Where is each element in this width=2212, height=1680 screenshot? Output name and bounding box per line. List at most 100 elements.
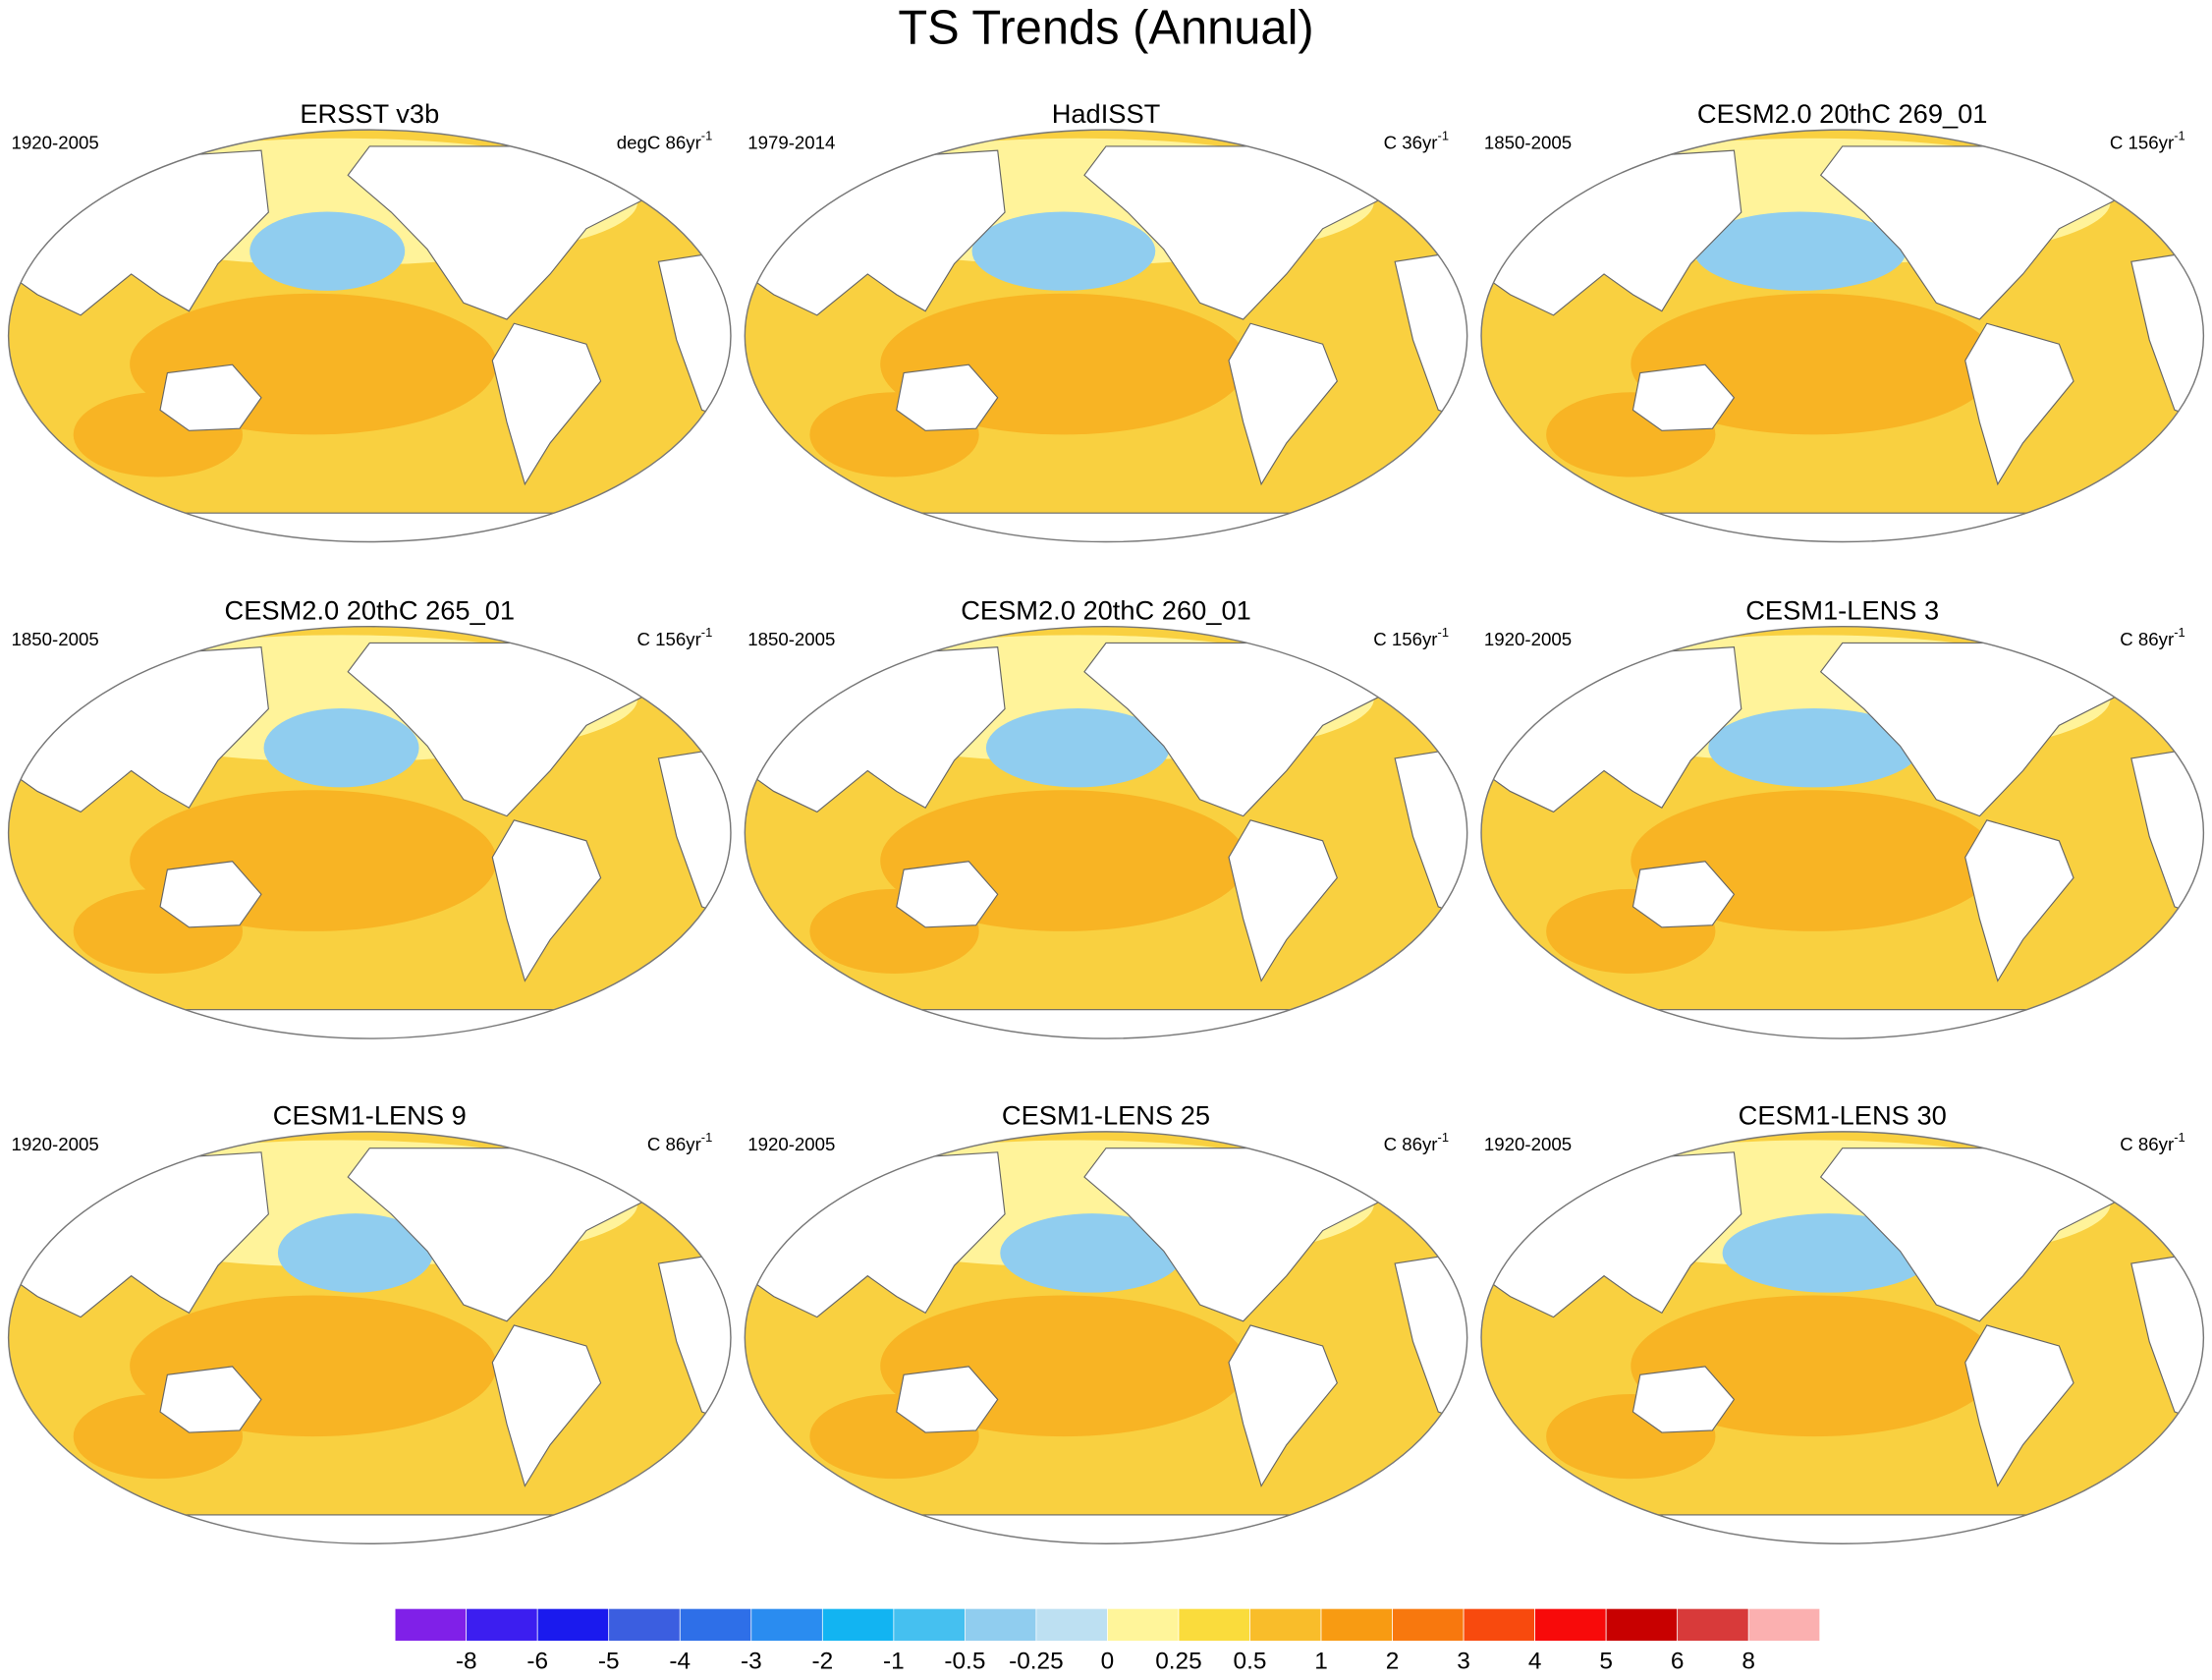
colorbar-box xyxy=(821,1607,895,1642)
period-label: 1920-2005 xyxy=(1484,629,1572,649)
panel-title: CESM1-LENS 9 xyxy=(273,1100,467,1131)
exponent: -1 xyxy=(2174,129,2184,143)
units: C 86yr xyxy=(1384,1134,1438,1154)
period-label: 1850-2005 xyxy=(1484,132,1572,152)
exponent: -1 xyxy=(2174,1130,2184,1145)
colorbar-box xyxy=(1320,1607,1393,1642)
land xyxy=(1631,1366,1736,1433)
period-label: 1850-2005 xyxy=(747,629,835,649)
colorbar-label: -8 xyxy=(456,1648,477,1674)
colorbar-box xyxy=(750,1607,823,1642)
period-label: 1920-2005 xyxy=(1484,1134,1572,1154)
land xyxy=(1228,1324,1338,1487)
units: C 36yr xyxy=(1384,132,1438,152)
land xyxy=(745,1514,1467,1544)
map-panel xyxy=(1481,130,2204,542)
colorbar-box xyxy=(466,1607,538,1642)
colorbar-box xyxy=(1534,1607,1607,1642)
map-border xyxy=(1480,129,2205,543)
land xyxy=(491,819,602,982)
colorbar-label: 1 xyxy=(1314,1648,1328,1674)
colorbar-label: -2 xyxy=(811,1648,833,1674)
colorbar-label: -3 xyxy=(741,1648,762,1674)
land xyxy=(1964,819,2074,982)
land xyxy=(1631,364,1736,431)
panel-title: CESM1-LENS 25 xyxy=(1002,1100,1210,1131)
land xyxy=(1631,861,1736,928)
colorbar-box xyxy=(1747,1607,1821,1642)
land xyxy=(1228,322,1338,486)
units-label: C 86yr-1 xyxy=(1384,1130,1449,1154)
units-label: degC 86yr-1 xyxy=(617,129,713,153)
colorbar-label: -0.25 xyxy=(1009,1648,1064,1674)
land xyxy=(745,1009,1467,1039)
land xyxy=(8,1009,731,1039)
colorbar-box xyxy=(1178,1607,1250,1642)
map-border xyxy=(7,129,732,543)
land xyxy=(896,1366,999,1433)
units-label: C 36yr-1 xyxy=(1384,129,1449,153)
land xyxy=(159,1366,262,1433)
units: C 156yr xyxy=(636,629,700,649)
panel-title: CESM1-LENS 30 xyxy=(1739,1100,1947,1131)
colorbar-label: -1 xyxy=(883,1648,905,1674)
units: C 86yr xyxy=(2120,1134,2174,1154)
land xyxy=(491,1324,602,1487)
blob xyxy=(1000,1213,1184,1293)
map-panel xyxy=(8,130,731,542)
panel-title: HadISST xyxy=(1052,98,1161,129)
map-border xyxy=(744,625,1468,1039)
period-label: 1979-2014 xyxy=(747,132,835,152)
units-label: C 86yr-1 xyxy=(2120,625,2184,649)
colorbar-label: 8 xyxy=(1742,1648,1755,1674)
exponent: -1 xyxy=(701,1130,712,1145)
exponent: -1 xyxy=(2174,625,2184,640)
land xyxy=(1228,819,1338,982)
units-label: C 156yr-1 xyxy=(1373,625,1449,649)
map-border xyxy=(744,129,1468,543)
map-border xyxy=(7,1131,732,1544)
map-border xyxy=(1480,625,2205,1039)
colorbar-box xyxy=(1249,1607,1322,1642)
units-label: C 86yr-1 xyxy=(2120,1130,2184,1154)
colorbar-label: 0 xyxy=(1101,1648,1115,1674)
exponent: -1 xyxy=(701,129,712,143)
colorbar-box xyxy=(1107,1607,1180,1642)
colorbar-box xyxy=(1035,1607,1108,1642)
map-panel xyxy=(8,1131,731,1544)
colorbar-label: 3 xyxy=(1457,1648,1470,1674)
units-label: C 156yr-1 xyxy=(636,625,712,649)
land xyxy=(159,861,262,928)
exponent: -1 xyxy=(1438,1130,1449,1145)
units-label: C 86yr-1 xyxy=(647,1130,712,1154)
exponent: -1 xyxy=(1438,129,1449,143)
map-panel xyxy=(8,626,731,1039)
land xyxy=(1964,322,2074,486)
colorbar-label: 5 xyxy=(1599,1648,1613,1674)
map-border xyxy=(1480,1131,2205,1544)
land xyxy=(8,1514,731,1544)
blob xyxy=(263,708,419,788)
blob xyxy=(1693,211,1907,291)
colorbar-label: -6 xyxy=(526,1648,548,1674)
blob xyxy=(1722,1213,1935,1293)
colorbar-label: -4 xyxy=(669,1648,691,1674)
period-label: 1920-2005 xyxy=(11,1134,98,1154)
exponent: -1 xyxy=(701,625,712,640)
land xyxy=(8,512,731,542)
colorbar-label: 6 xyxy=(1671,1648,1685,1674)
colorbar-label: 4 xyxy=(1528,1648,1542,1674)
colorbar-box xyxy=(608,1607,681,1642)
colorbar-label: -0.5 xyxy=(944,1648,985,1674)
colorbar-box xyxy=(1677,1607,1749,1642)
map-panel xyxy=(1481,626,2204,1039)
colorbar-box xyxy=(536,1607,610,1642)
panel-title: CESM2.0 20thC 260_01 xyxy=(961,595,1251,626)
blob xyxy=(985,708,1170,788)
units: C 156yr xyxy=(1373,629,1437,649)
land xyxy=(896,364,999,431)
map-panel xyxy=(1481,1131,2204,1544)
land xyxy=(1481,512,2204,542)
period-label: 1920-2005 xyxy=(747,1134,835,1154)
colorbar-label: 2 xyxy=(1386,1648,1400,1674)
